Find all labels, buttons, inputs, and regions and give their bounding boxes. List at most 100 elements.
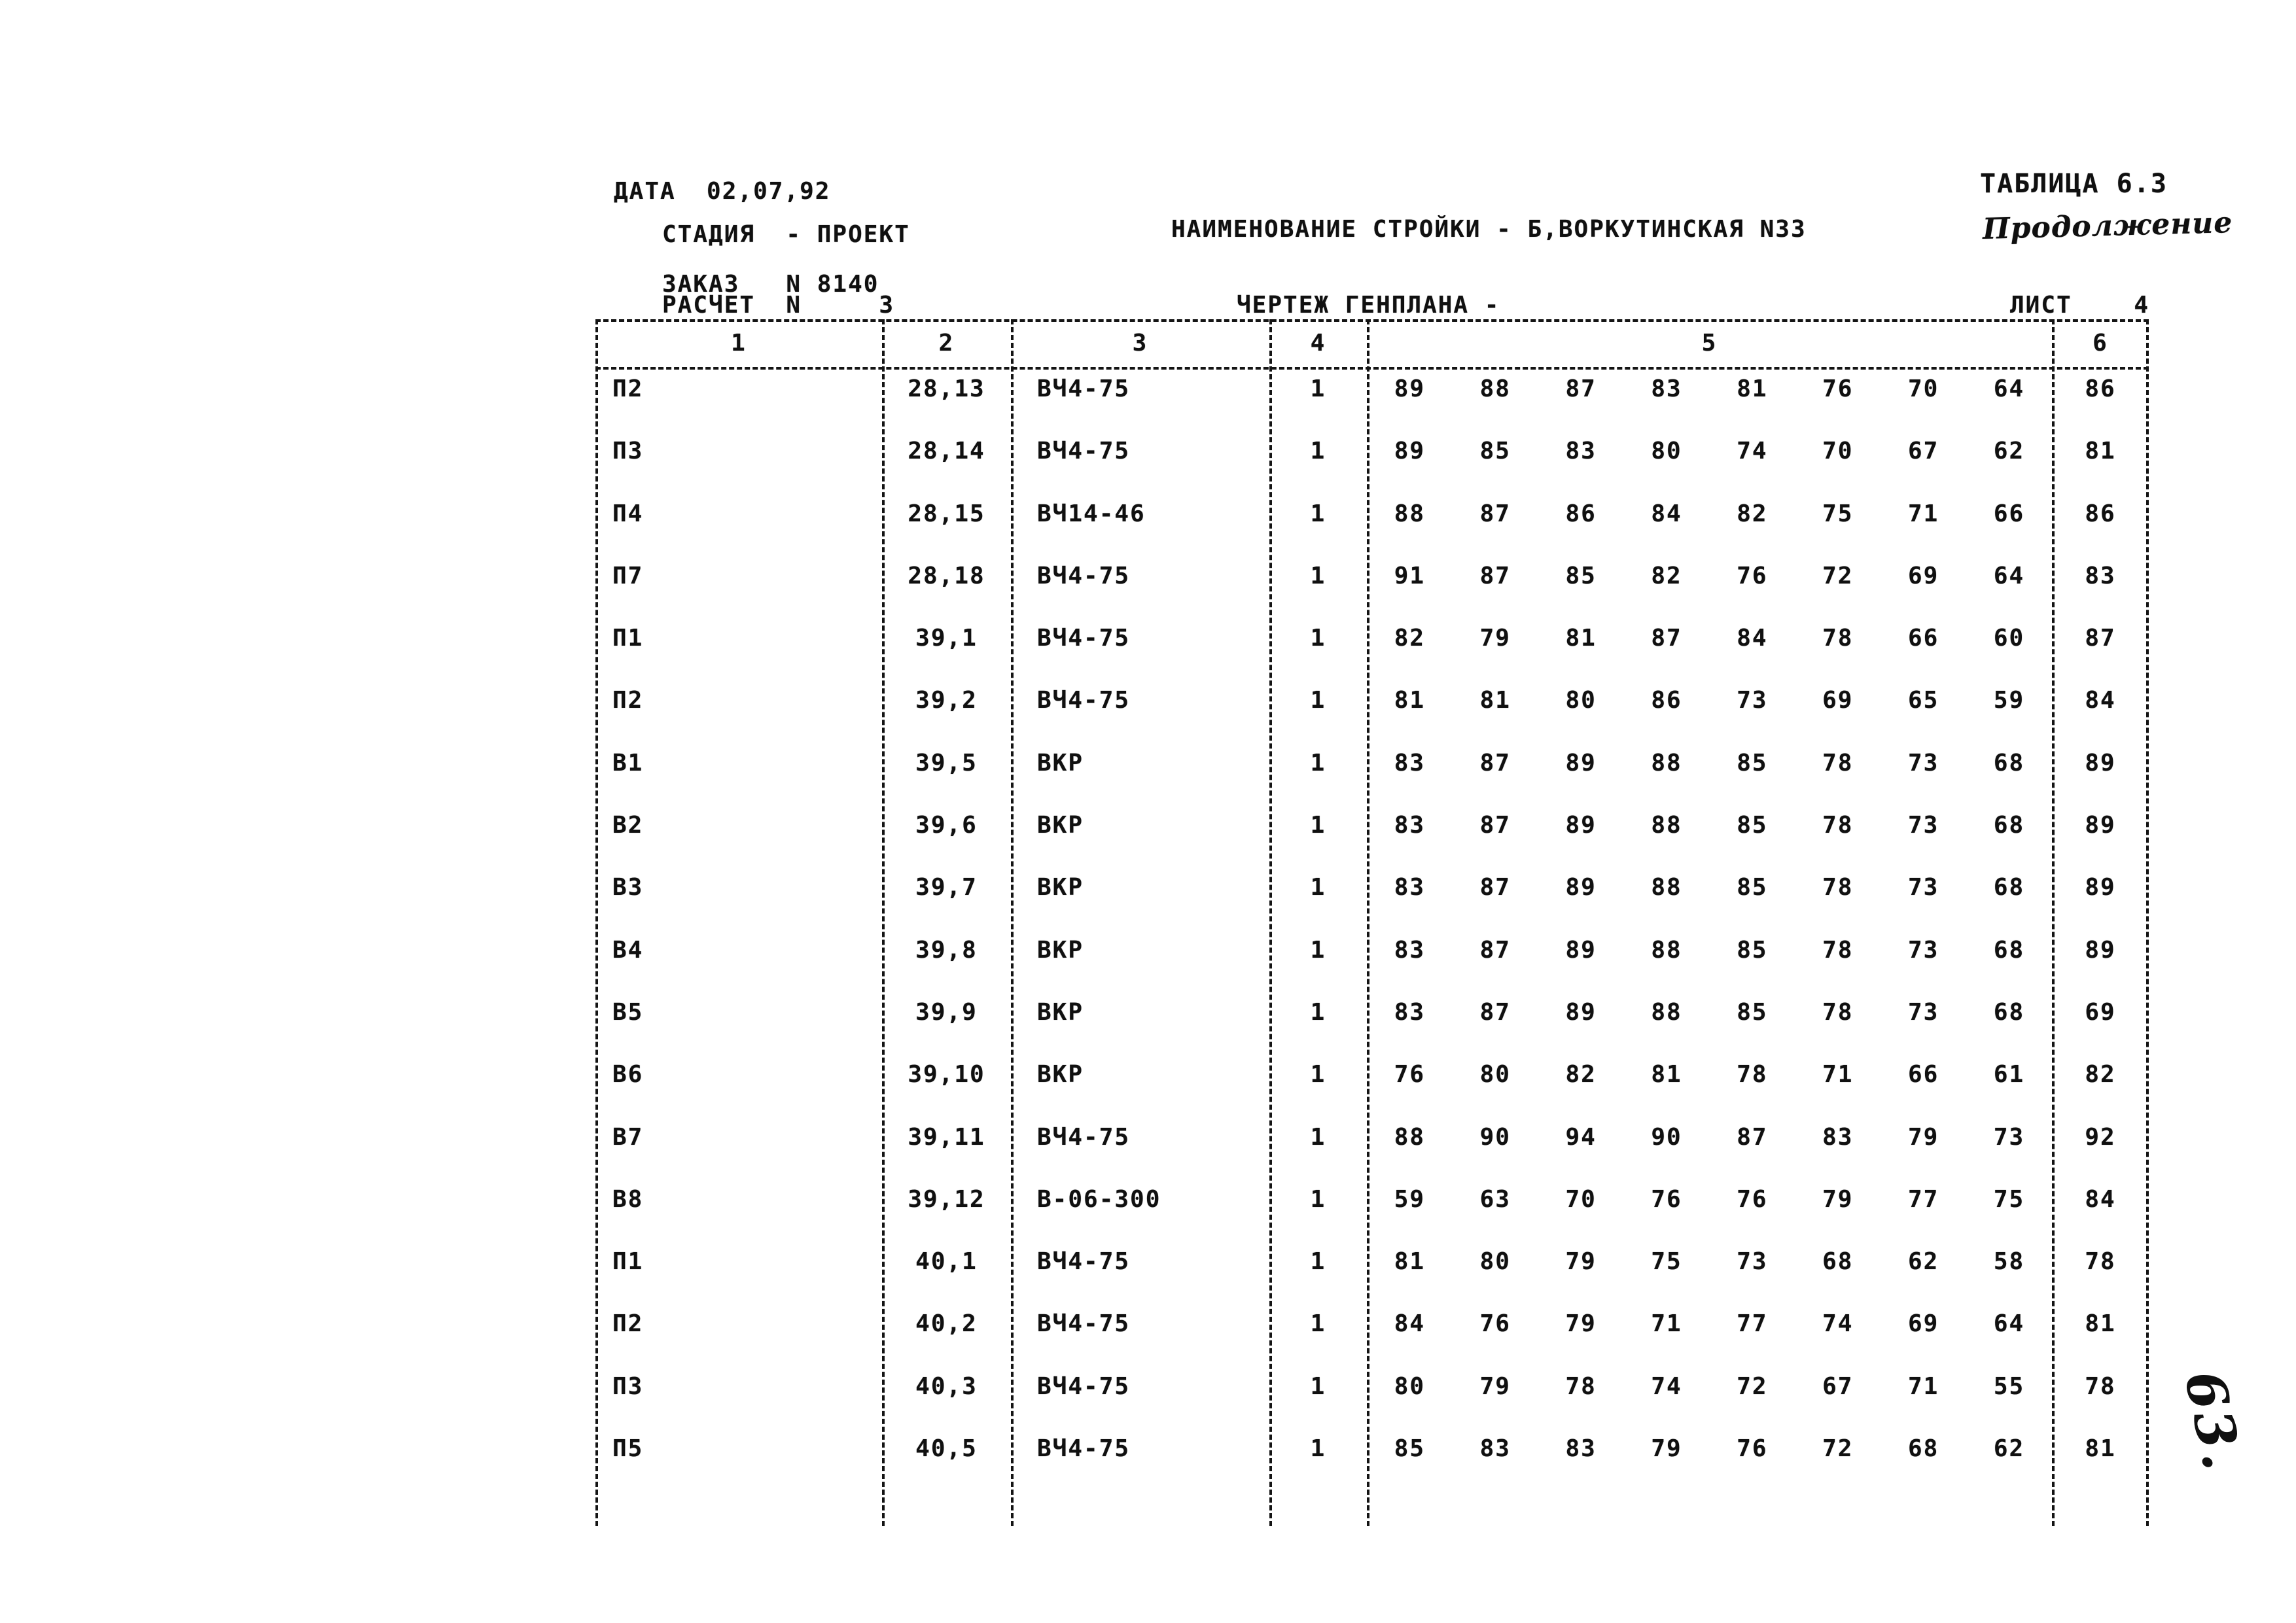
cell-total: 84 xyxy=(2085,1185,2116,1213)
table-top-border xyxy=(595,319,2149,322)
cell-point-label: П5 xyxy=(612,1435,644,1463)
cell-value: 78 xyxy=(1565,1372,1597,1400)
cell-value: 89 xyxy=(1565,936,1597,964)
cell-count: 1 xyxy=(1310,749,1326,777)
table-row: П3 40,3 ВЧ4-75 1 80 79 78 74 72 67 71 55 78 xyxy=(595,1367,2149,1429)
column-header: 3 xyxy=(1132,330,1148,357)
cell-point-label: В4 xyxy=(612,936,644,964)
cell-count: 1 xyxy=(1310,375,1326,402)
cell-type-code: ВКР xyxy=(1037,936,1084,964)
cell-value: 87 xyxy=(1479,749,1511,777)
cell-value: 88 xyxy=(1394,500,1426,527)
cell-value: 88 xyxy=(1651,936,1682,964)
cell-count: 1 xyxy=(1310,687,1326,714)
cell-coordinate: 39,7 xyxy=(915,874,978,901)
cell-type-code: ВКР xyxy=(1037,812,1084,839)
cell-value: 80 xyxy=(1651,438,1682,465)
cell-total: 83 xyxy=(2085,562,2116,589)
cell-value: 89 xyxy=(1565,998,1597,1026)
cell-value: 94 xyxy=(1565,1123,1597,1151)
cell-coordinate: 28,15 xyxy=(908,500,985,527)
cell-value: 82 xyxy=(1565,1061,1597,1089)
cell-count: 1 xyxy=(1310,1248,1326,1276)
table-row: В6 39,10 ВКР 1 76 80 82 81 78 71 66 61 82 xyxy=(595,1055,2149,1117)
table-row: П3 28,14 ВЧ4-75 1 89 85 83 80 74 70 67 62 81 xyxy=(595,431,2149,493)
handwritten-page-number: 63. xyxy=(2172,1365,2255,1478)
cell-value: 62 xyxy=(1993,438,2025,465)
cell-value: 71 xyxy=(1822,1061,1854,1089)
cell-value: 83 xyxy=(1394,998,1426,1026)
table-number: ТАБЛИЦА 6.3 xyxy=(1980,169,2168,199)
cell-type-code: ВКР xyxy=(1037,749,1084,777)
cell-value: 89 xyxy=(1394,438,1426,465)
cell-value: 73 xyxy=(1908,936,1939,964)
cell-value: 81 xyxy=(1479,687,1511,714)
cell-coordinate: 39,10 xyxy=(908,1061,985,1089)
cell-value: 68 xyxy=(1822,1248,1854,1276)
cell-value: 89 xyxy=(1565,749,1597,777)
cell-value: 71 xyxy=(1651,1310,1682,1338)
cell-value: 83 xyxy=(1822,1123,1854,1151)
table-row: В1 39,5 ВКР 1 83 87 89 88 85 78 73 68 89 xyxy=(595,743,2149,805)
cell-value: 62 xyxy=(1908,1248,1939,1276)
column-separator xyxy=(2052,319,2055,1526)
cell-value: 69 xyxy=(1908,562,1939,589)
cell-value: 76 xyxy=(1737,1185,1768,1213)
cell-value: 61 xyxy=(1993,1061,2025,1089)
cell-value: 77 xyxy=(1908,1185,1939,1213)
cell-value: 78 xyxy=(1822,874,1854,901)
cell-value: 84 xyxy=(1394,1310,1426,1338)
cell-values-group: 76 80 82 81 78 71 66 61 xyxy=(1367,1061,2052,1117)
cell-count: 1 xyxy=(1310,1310,1326,1338)
cell-type-code: ВЧ4-75 xyxy=(1037,1372,1131,1400)
cell-value: 85 xyxy=(1737,998,1768,1026)
cell-value: 88 xyxy=(1394,1123,1426,1151)
cell-value: 81 xyxy=(1394,1248,1426,1276)
cell-value: 76 xyxy=(1737,562,1768,589)
cell-value: 59 xyxy=(1993,687,2025,714)
cell-coordinate: 39,11 xyxy=(908,1123,985,1151)
cell-values-group: 89 85 83 80 74 70 67 62 xyxy=(1367,438,2052,493)
cell-value: 87 xyxy=(1651,625,1682,652)
cell-value: 85 xyxy=(1737,749,1768,777)
cell-values-group: 83 87 89 88 85 78 73 68 xyxy=(1367,750,2052,805)
cell-values-group: 85 83 83 79 76 72 68 62 xyxy=(1367,1435,2052,1491)
cell-value: 80 xyxy=(1479,1061,1511,1089)
cell-point-label: П2 xyxy=(612,375,644,402)
cell-total: 78 xyxy=(2085,1372,2116,1400)
drawing-line: ЧЕРТЕЖ ГЕНПЛАНА - xyxy=(1237,292,1500,319)
table-row: П4 28,15 ВЧ14-46 1 88 87 86 84 82 75 71 66 86 xyxy=(595,494,2149,556)
cell-value: 59 xyxy=(1394,1185,1426,1213)
cell-point-label: В1 xyxy=(612,749,644,777)
cell-coordinate: 40,5 xyxy=(915,1435,978,1463)
cell-count: 1 xyxy=(1310,1061,1326,1089)
cell-count: 1 xyxy=(1310,936,1326,964)
table-row: В3 39,7 ВКР 1 83 87 89 88 85 78 73 68 89 xyxy=(595,867,2149,930)
cell-values-group: 84 76 79 71 77 74 69 64 xyxy=(1367,1310,2052,1366)
column-header: 4 xyxy=(1310,330,1326,357)
cell-value: 69 xyxy=(1908,1310,1939,1338)
cell-type-code: ВЧ4-75 xyxy=(1037,1435,1131,1463)
cell-total: 82 xyxy=(2085,1061,2116,1089)
cell-value: 87 xyxy=(1479,874,1511,901)
cell-value: 87 xyxy=(1479,562,1511,589)
cell-value: 83 xyxy=(1394,812,1426,839)
cell-value: 70 xyxy=(1822,438,1854,465)
cell-count: 1 xyxy=(1310,500,1326,527)
cell-value: 79 xyxy=(1565,1310,1597,1338)
cell-value: 79 xyxy=(1479,1372,1511,1400)
cell-value: 65 xyxy=(1908,687,1939,714)
cell-count: 1 xyxy=(1310,812,1326,839)
cell-total: 86 xyxy=(2085,500,2116,527)
calc-line: РАСЧЕТ N 3 xyxy=(662,292,895,319)
cell-total: 89 xyxy=(2085,874,2116,901)
cell-value: 88 xyxy=(1651,812,1682,839)
cell-value: 78 xyxy=(1822,998,1854,1026)
cell-values-group: 89 88 87 83 81 76 70 64 xyxy=(1367,375,2052,431)
cell-value: 83 xyxy=(1394,936,1426,964)
cell-value: 80 xyxy=(1565,687,1597,714)
cell-value: 64 xyxy=(1993,562,2025,589)
cell-count: 1 xyxy=(1310,874,1326,901)
cell-value: 81 xyxy=(1394,687,1426,714)
cell-point-label: П7 xyxy=(612,562,644,589)
